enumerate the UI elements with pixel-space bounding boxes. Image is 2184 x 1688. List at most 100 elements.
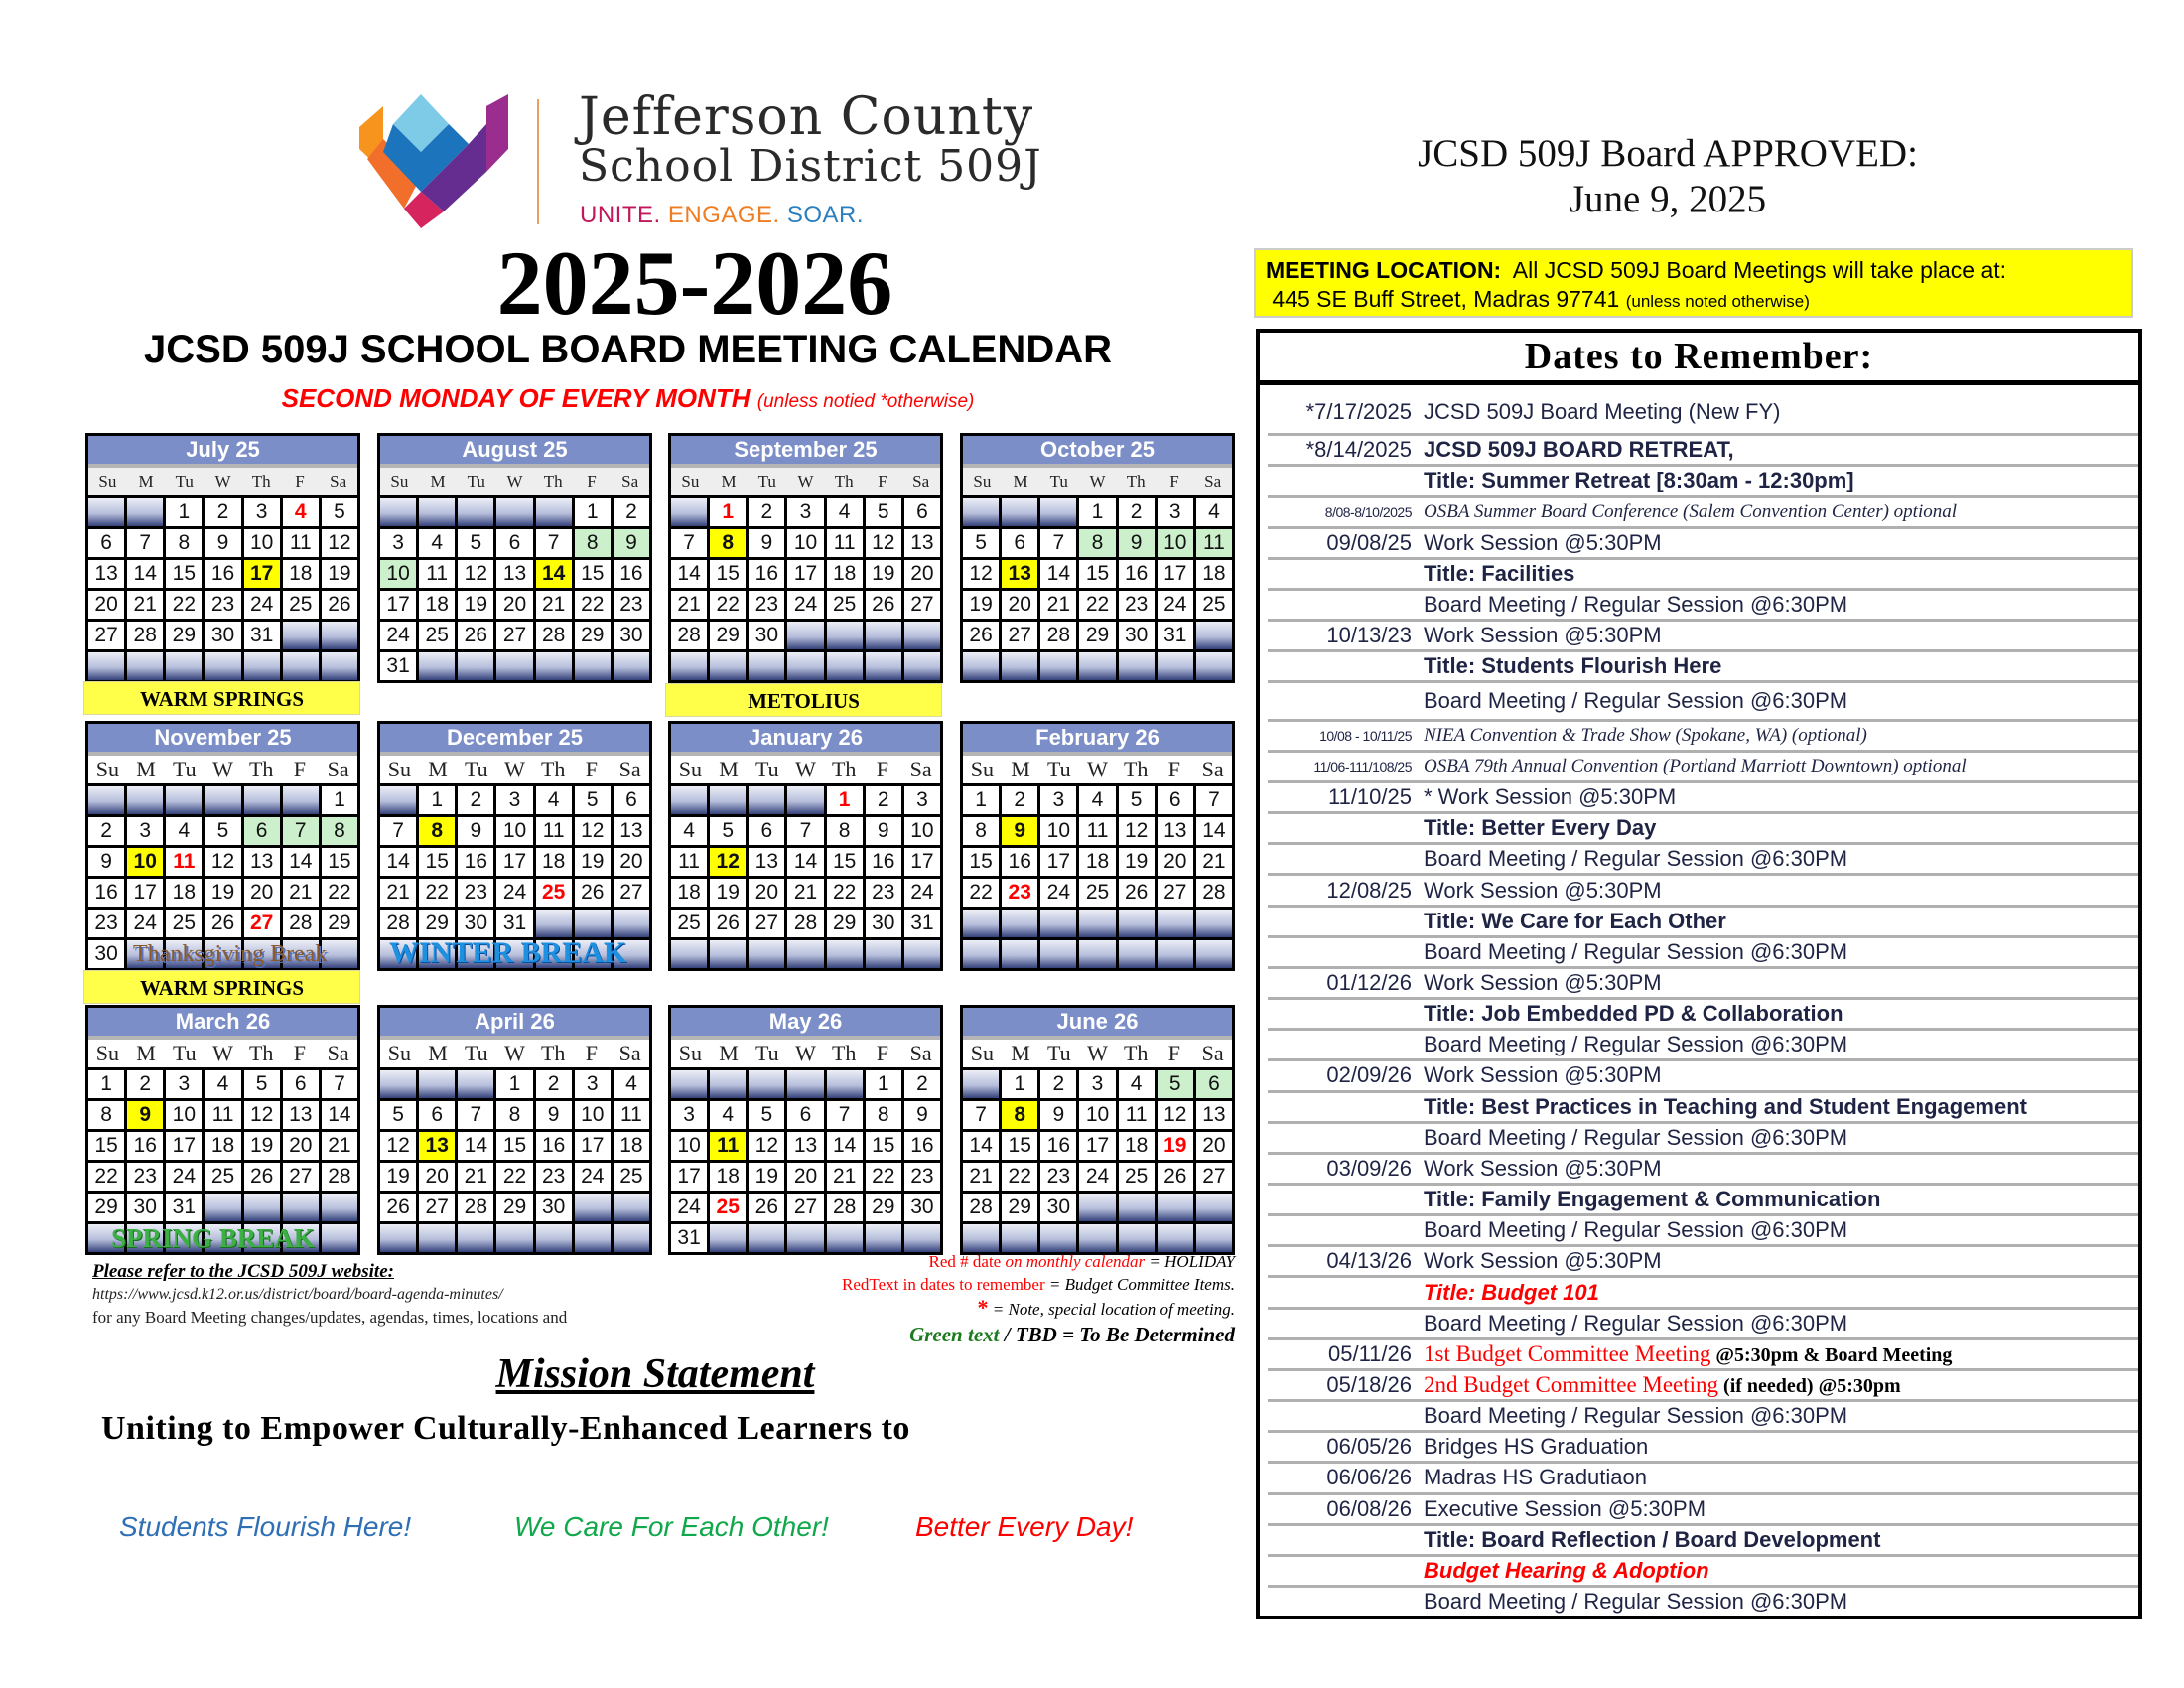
calendar-day: 3 — [574, 1070, 611, 1098]
empty-day — [1157, 910, 1193, 937]
calendar-day: 2 — [1040, 1070, 1077, 1098]
calendar-day: 28 — [787, 910, 824, 937]
calendar-day: 4 — [1195, 498, 1232, 526]
calendar-day: 28 — [458, 1194, 494, 1221]
calendar-day: 27 — [787, 1194, 824, 1221]
mission-statement: Uniting to Empower Culturally-Enhanced L… — [101, 1410, 910, 1447]
calendar-day: 10 — [1157, 529, 1193, 557]
dates-heading: Dates to Remember: — [1260, 333, 2138, 385]
calendar-day: 2 — [903, 1070, 940, 1098]
calendar-day: 30 — [205, 622, 241, 649]
empty-day — [710, 786, 747, 814]
day-grid: 1 2 3 4 5 6 7 8 9 10 11 12 13 14 15 16 17 18 19 20 21 22 23 24 2… — [963, 498, 1232, 680]
weekday-label: W — [504, 1041, 525, 1065]
calendar-day: 19 — [963, 591, 1000, 619]
calendar-day: 17 — [1079, 1132, 1116, 1160]
calendar-day: 1 — [166, 498, 203, 526]
calendar-day: 29 — [710, 622, 747, 649]
location-label: MEETING LOCATION: — [1266, 257, 1502, 283]
date-description: Title: Facilities — [1424, 560, 1575, 586]
calendar-day: 31 — [496, 910, 533, 937]
calendar-day: 4 — [710, 1101, 747, 1129]
calendar-day: 15 — [88, 1132, 125, 1160]
meeting-day: 9 — [127, 1101, 164, 1129]
empty-day — [458, 498, 494, 526]
month-title: September 25 — [671, 436, 940, 468]
empty-day — [282, 652, 319, 680]
calendar-day: 23 — [127, 1163, 164, 1191]
weekday-label: Tu — [1049, 472, 1068, 491]
date-row: Board Meeting / Regular Session @6:30PM — [1268, 1216, 2138, 1248]
calendar-day: 19 — [865, 560, 901, 588]
website-link[interactable]: https://www.jcsd.k12.or.us/district/boar… — [92, 1286, 503, 1303]
empty-day — [865, 652, 901, 680]
weekday-label: Sa — [618, 757, 641, 781]
date-row: Title: Students Flourish Here — [1268, 652, 2138, 684]
calendar-day: 15 — [710, 560, 747, 588]
calendar-day: 24 — [574, 1163, 611, 1191]
date-description: Bridges HS Graduation — [1424, 1434, 1649, 1460]
calendar-day: 23 — [865, 879, 901, 907]
empty-day — [671, 1070, 708, 1098]
meeting-day: 17 — [243, 560, 280, 588]
weekday-label: F — [293, 1041, 307, 1065]
empty-day — [419, 1224, 456, 1252]
weekday-label: M — [1011, 757, 1030, 781]
date-description: Board Meeting / Regular Session @6:30PM — [1424, 938, 1848, 964]
slogan: Better Every Day! — [915, 1511, 1134, 1542]
weekday-label: M — [1013, 472, 1028, 491]
empty-day — [127, 498, 164, 526]
calendar-day: 1 — [88, 1070, 125, 1098]
calendar-day: 13 — [243, 848, 280, 876]
calendar-day: 31 — [243, 622, 280, 649]
calendar-day: 4 — [613, 1070, 649, 1098]
calendar-day: 28 — [282, 910, 319, 937]
weekday-header: Su M Tu W Th F Sa — [380, 1040, 649, 1070]
calendar-day: 1 — [1079, 498, 1116, 526]
calendar-day: 24 — [1079, 1163, 1116, 1191]
calendar-day: 19 — [321, 560, 357, 588]
empty-day — [88, 498, 125, 526]
empty-day — [1040, 498, 1077, 526]
weekday-label: W — [795, 1041, 816, 1065]
calendar-day: 5 — [458, 529, 494, 557]
calendar-day: 27 — [749, 910, 785, 937]
date-description: Title: Job Embedded PD & Collaboration — [1424, 1001, 1843, 1027]
weekday-header: Su M Tu W Th F Sa — [671, 468, 940, 498]
calendar-day: 8 — [166, 529, 203, 557]
weekday-label: W — [212, 1041, 233, 1065]
calendar-day: 16 — [865, 848, 901, 876]
calendar-day: 15 — [865, 1132, 901, 1160]
calendar-day: 12 — [458, 560, 494, 588]
calendar-day: 7 — [282, 817, 319, 845]
calendar-day: 19 — [243, 1132, 280, 1160]
time-text: @5:30pm & Board Meeting — [1710, 1343, 1953, 1366]
calendar-day: 18 — [613, 1132, 649, 1160]
weekday-label: Sa — [327, 757, 349, 781]
date-description: Title: We Care for Each Other — [1424, 908, 1726, 933]
date-row: 06/06/26 Madras HS Gradutiaon — [1268, 1464, 2138, 1495]
approval-line: JCSD 509J Board APPROVED: — [1418, 132, 1918, 175]
empty-day — [282, 622, 319, 649]
calendar-day: 16 — [749, 560, 785, 588]
calendar-day: 21 — [380, 879, 417, 907]
calendar-day: 29 — [88, 1194, 125, 1221]
empty-day — [1079, 1224, 1116, 1252]
month-calendar: August 25 Su M Tu W Th F Sa 1 2 3 4 5 6 7 8 9 10 11 12 13 14 1… — [377, 433, 652, 683]
empty-day — [1079, 1194, 1116, 1221]
calendar-day: 12 — [1157, 1101, 1193, 1129]
month-title: October 25 — [963, 436, 1232, 468]
empty-day — [1118, 940, 1155, 968]
legend-text: = Note, special location of meeting. — [988, 1300, 1235, 1319]
calendar-day: 17 — [496, 848, 533, 876]
calendar-day: 18 — [419, 591, 456, 619]
calendar-day: 3 — [787, 498, 824, 526]
empty-day — [419, 498, 456, 526]
empty-day — [380, 786, 417, 814]
time-text: (if needed) @5:30pm — [1718, 1375, 1901, 1398]
empty-day — [749, 652, 785, 680]
calendar-day: 2 — [1002, 786, 1038, 814]
calendar-day: 16 — [1040, 1132, 1077, 1160]
calendar-day: 15 — [1002, 1132, 1038, 1160]
calendar-day: 13 — [903, 529, 940, 557]
